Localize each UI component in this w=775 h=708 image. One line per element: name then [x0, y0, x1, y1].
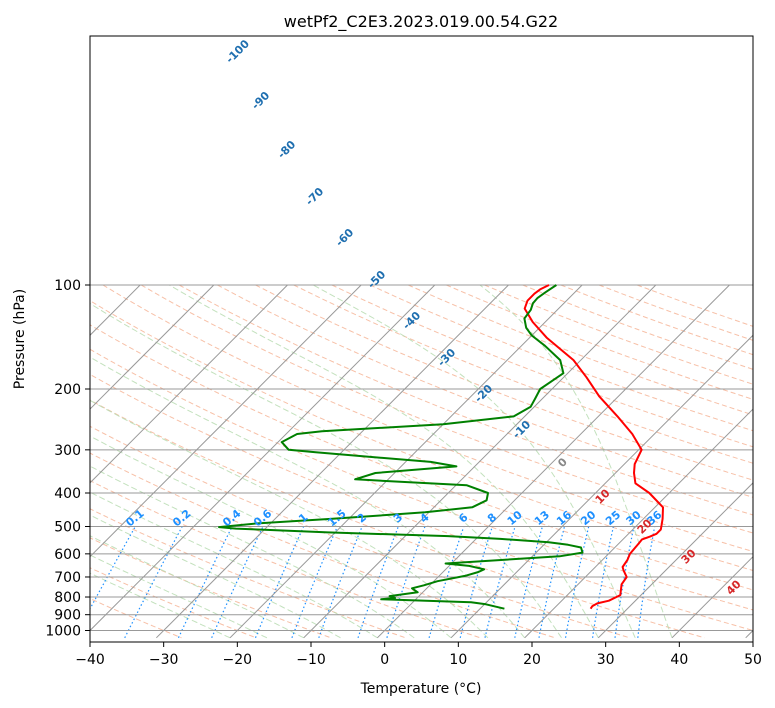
y-tick-label: 400 — [54, 486, 81, 502]
dry-adiabat-line — [90, 480, 481, 639]
isotherm-line — [377, 284, 730, 639]
y-tick-label: 100 — [54, 278, 81, 294]
x-axis: −40 −30 −20 −10 0 10 20 30 40 50 — [75, 642, 762, 668]
y-tick-label: 800 — [54, 590, 81, 606]
dry-adiabat-line — [90, 300, 753, 572]
isotherm-line — [90, 284, 362, 558]
moist-adiabat-line — [90, 435, 452, 639]
gridlines — [90, 284, 753, 639]
y-tick-label: 1000 — [45, 624, 81, 640]
isotherm-line — [598, 482, 753, 639]
dry-adiabat-line — [90, 324, 753, 591]
x-tick-label: −40 — [75, 652, 105, 668]
dry-adiabat-line — [90, 373, 753, 632]
plot-frame — [89, 35, 754, 643]
isotherm-line — [303, 284, 657, 639]
moist-adiabat-line — [90, 554, 268, 639]
dry-adiabat-line — [90, 425, 630, 639]
x-tick-label: 0 — [380, 652, 389, 668]
isotherm-line — [524, 408, 753, 639]
isotherm-line — [156, 284, 509, 639]
x-tick-label: 50 — [744, 652, 762, 668]
y-tick-label: 200 — [54, 382, 81, 398]
chart-title: wetPf2_C2E3.2023.019.00.54.G22 — [284, 12, 558, 32]
y-tick-label: 700 — [54, 570, 81, 586]
y-tick-label: 500 — [54, 519, 81, 535]
temperature-profile-line — [523, 284, 664, 610]
mixing-ratio-line — [318, 526, 363, 639]
moist-adiabat-line — [90, 302, 562, 639]
profile-lines — [218, 284, 664, 610]
dry-adiabat-line — [217, 284, 753, 498]
x-tick-label: 40 — [670, 652, 688, 668]
isotherm-line — [90, 284, 288, 484]
isotherm-line — [450, 334, 753, 639]
x-tick-label: −30 — [149, 652, 179, 668]
mixing-ratio-line — [514, 526, 543, 638]
dry-adiabat-line — [178, 284, 753, 516]
x-tick-label: 10 — [449, 652, 467, 668]
moist-adiabat-line — [90, 465, 415, 639]
moist-adiabat-line — [90, 356, 526, 639]
y-tick-label: 900 — [54, 608, 81, 624]
dry-adiabat-line — [331, 284, 753, 448]
dewpoint-profile-line — [218, 284, 584, 610]
mixing-ratio-line — [357, 526, 399, 639]
dry-adiabat-line — [90, 348, 753, 611]
mixing-ratio-line — [484, 526, 516, 638]
y-axis-label: Pressure (hPa) — [12, 289, 28, 389]
mixing-ratio-line — [291, 526, 338, 639]
moist-adiabat-line — [168, 284, 599, 639]
mixing-ratio-line — [254, 526, 305, 639]
isotherm-line — [229, 284, 583, 639]
isotherm-line — [90, 284, 215, 410]
dry-adiabat-line — [90, 598, 182, 639]
dry-adiabat-line — [293, 284, 753, 464]
isotherm-line — [90, 284, 436, 632]
moist-adiabat-line — [479, 284, 673, 638]
moist-adiabat-line — [90, 491, 378, 639]
x-tick-label: 30 — [597, 652, 615, 668]
x-tick-label: −10 — [296, 652, 326, 668]
y-tick-label: 600 — [54, 547, 81, 563]
dry-adiabat-line — [90, 537, 332, 639]
x-tick-label: −20 — [223, 652, 253, 668]
moist-adiabat-line — [312, 284, 636, 638]
mixing-ratio-line — [459, 526, 493, 638]
y-tick-label: 300 — [54, 443, 81, 459]
dry-adiabat-line — [90, 399, 705, 639]
x-tick-label: 20 — [523, 652, 541, 668]
mixing-ratio-line — [538, 526, 566, 638]
isotherm-line — [671, 555, 753, 639]
x-axis-label: Temperature (°C) — [360, 681, 482, 697]
